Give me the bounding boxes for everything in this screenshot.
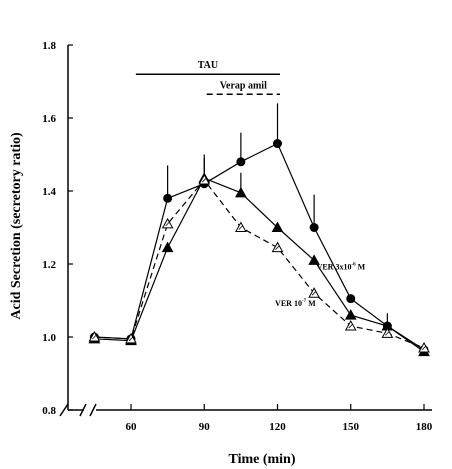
hatch-mark <box>348 323 354 329</box>
series-layer <box>88 103 430 357</box>
verapamil-label: Verap amil <box>220 80 267 91</box>
x-tick-label: 120 <box>269 421 286 433</box>
x-tick-label: 150 <box>343 421 360 433</box>
x-ticks: 60 90 120 150 180 <box>126 404 433 433</box>
ver-low-unit: M <box>308 299 316 308</box>
ver-low-sup: -7 <box>302 299 307 304</box>
axis-break-mark-3 <box>59 403 69 417</box>
annotations: TAU Verap amil VER 3x10-6 M VER 10-7 M <box>135 60 366 308</box>
y-tick-label: 1.6 <box>42 113 56 125</box>
data-point <box>273 139 282 149</box>
ver-high-unit: M <box>358 262 366 271</box>
y-tick-label: 1.2 <box>42 259 56 271</box>
axis-break-mark-1 <box>79 403 87 417</box>
hatch-mark <box>275 245 280 250</box>
series-filled-triangle <box>88 154 430 357</box>
data-point <box>346 294 356 304</box>
data-point <box>163 193 173 203</box>
data-point <box>236 157 246 167</box>
hatch-mark <box>92 334 97 340</box>
series-line <box>94 179 425 349</box>
x-axis-title: Time (min) <box>228 452 295 467</box>
data-point <box>235 186 247 198</box>
ver-high-sup: -6 <box>351 262 356 267</box>
data-point <box>308 254 320 265</box>
series-line <box>94 142 425 351</box>
hatch-mark <box>201 177 207 183</box>
y-tick-label: 1.4 <box>42 186 56 198</box>
y-tick-label: 1.8 <box>42 40 56 52</box>
hatch-mark <box>421 345 427 351</box>
series-open-triangle <box>88 174 430 353</box>
x-tick-label: 60 <box>126 421 138 433</box>
axis-break-mark-2 <box>89 403 97 417</box>
data-point <box>309 223 319 232</box>
y-tick-label: 1.0 <box>42 332 56 344</box>
data-point <box>344 309 357 320</box>
hatch-mark <box>128 336 134 342</box>
hatch-mark <box>165 221 170 227</box>
y-tick-label: 0.8 <box>42 405 56 417</box>
data-point <box>161 241 174 253</box>
y-axis-title: Acid Secretion (secretory ratio) <box>9 132 24 320</box>
series-line <box>94 177 425 353</box>
x-tick-label: 180 <box>416 421 433 433</box>
data-point <box>271 221 284 232</box>
y-ticks: 0.8 1.0 1.2 1.4 1.6 1.8 <box>42 40 73 417</box>
hatch-mark <box>311 290 317 296</box>
ver-low-main: VER 10 <box>275 299 302 308</box>
tau-label: TAU <box>198 60 218 71</box>
hatch-mark <box>385 331 390 336</box>
x-tick-label: 90 <box>199 421 211 433</box>
ver-low-label: VER 10-7 M <box>275 299 316 308</box>
hatch-mark <box>238 225 244 230</box>
ver-high-label: VER 3x10-6 M <box>317 262 366 271</box>
